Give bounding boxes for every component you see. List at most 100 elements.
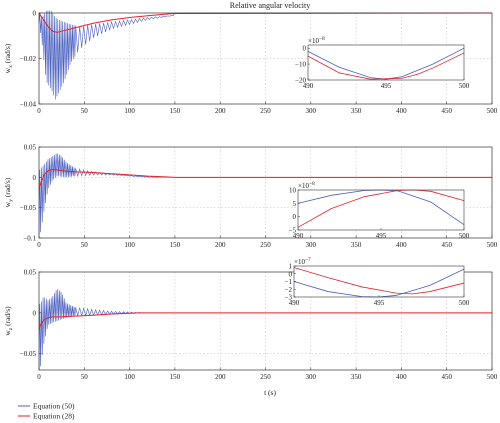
y-tick-label: 0 [33,309,37,317]
x-tick-label: 500 [487,107,498,115]
x-tick-label: 100 [124,373,135,381]
inset-y-tick-label: 0 [289,270,293,278]
x-tick-label: 500 [487,373,498,381]
series-line-eq50 [38,10,492,100]
inset-exponent-label: ×10−7 [294,257,311,266]
x-tick-label: 100 [124,107,135,115]
x-tick-label: 150 [170,241,181,249]
inset-y-tick-label: 5 [293,200,297,208]
inset-exponent-base: ×10 [298,182,309,190]
inset-wx: 490 495 500 0 −10 −20 ×10−8 [295,36,470,90]
x-tick-label: 500 [487,241,498,249]
inset-background [298,190,464,230]
x-tick-label: 50 [81,107,89,115]
inset-y-tick-label: −5 [289,227,297,235]
x-tick-label: 200 [215,107,226,115]
x-tick-label: 0 [37,241,41,249]
x-tick-label: 50 [81,241,89,249]
inset-background [294,266,464,297]
inset-series-line-eq28 [293,267,465,295]
y-axis-label-subscript: z [8,327,14,330]
legend-label: Equation (28) [33,412,75,421]
inset-y-tick-label: −2 [285,286,293,294]
inset-x-tick-label: 495 [376,232,387,240]
inset-y-tick-label: −1 [285,278,293,286]
y-tick-label: −0.1 [23,235,36,243]
x-axis-label: t (s) [264,388,276,397]
inset-x-tick-label: 490 [289,299,300,307]
inset-background [308,45,464,80]
y-tick-label: 0.05 [24,269,37,277]
y-axis-label: wz (rad/s) [3,306,14,336]
series-line-eq28 [38,312,492,330]
panel-wy: 0 50 100 150 200 250 300 350 400 450 5000.050−0.05… [3,144,498,250]
x-tick-label: 450 [441,107,452,115]
y-axis-label-unit: (rad/s) [3,306,12,328]
x-tick-label: 400 [396,107,407,115]
x-tick-label: 250 [260,241,271,249]
inset-exponent-base: ×10 [308,37,319,45]
x-tick-label: 250 [260,373,271,381]
x-tick-label: 300 [306,241,317,249]
inset-exponent-base: ×10 [294,258,305,266]
y-axis-label-symbol: w [3,67,12,73]
series-line-eq50 [38,153,492,235]
y-axis-label-symbol: w [3,330,12,336]
inset-y-tick-label: 10 [289,187,297,195]
x-tick-label: 350 [351,241,362,249]
inset-y-tick-label: −3 [285,294,293,302]
y-tick-label: 0.05 [24,144,37,152]
inset-series-line-eq28 [297,189,465,228]
x-tick-label: 100 [124,241,135,249]
chart-title: Relative angular velocity [230,1,310,10]
x-tick-label: 50 [81,373,89,381]
x-tick-label: 350 [351,373,362,381]
inset-exponent-power: −8 [309,181,315,187]
inset-x-tick-label: 490 [293,232,304,240]
y-axis-label-subscript: x [8,65,14,68]
x-tick-label: 300 [306,107,317,115]
inset-y-tick-label: −20 [295,77,306,85]
y-tick-label: −0.04 [20,101,37,109]
y-tick-label: 0 [33,174,37,182]
legend: Equation (50)Equation (28) [18,402,75,421]
inset-x-tick-label: 500 [459,82,470,90]
x-tick-label: 0 [37,107,41,115]
x-tick-label: 200 [215,241,226,249]
x-tick-label: 200 [215,373,226,381]
y-axis-label: wy (rad/s) [3,177,14,207]
y-axis-label-symbol: w [3,201,12,207]
y-axis-label: wx (rad/s) [3,43,14,73]
inset-wy: 490 495 500 10 5 0 −5 ×10−8 [289,181,470,240]
inset-series-line-eq28 [307,52,465,80]
inset-exponent-label: ×10−8 [308,36,325,45]
x-tick-label: 350 [351,107,362,115]
inset-wz: 490 495 500 10−1−2−3 ×10−7 [285,257,470,307]
inset-x-tick-label: 500 [459,232,470,240]
y-axis-label-unit: (rad/s) [3,177,12,199]
series-line-eq28 [38,12,493,33]
inset-y-tick-label: 1 [289,263,293,271]
x-tick-label: 150 [170,107,181,115]
panel-wx: 0 50 100 150 200 250 300 350 400 450 500 0 −0.02 −0.0… [3,10,498,116]
inset-y-tick-label: 0 [303,45,307,53]
x-tick-label: 450 [441,373,452,381]
y-tick-label: −0.02 [20,55,37,63]
x-tick-label: 0 [37,373,41,381]
x-tick-label: 400 [396,241,407,249]
inset-exponent-label: ×10−8 [298,181,315,190]
inset-x-tick-label: 490 [303,82,314,90]
x-tick-label: 300 [306,373,317,381]
y-tick-label: 0 [33,10,37,18]
y-axis-label-unit: (rad/s) [3,43,12,65]
y-tick-label: −0.05 [20,350,37,358]
x-tick-label: 250 [260,107,271,115]
inset-x-tick-label: 500 [459,299,470,307]
y-tick-label: −0.05 [20,204,37,212]
x-tick-label: 400 [396,373,407,381]
inset-x-tick-label: 495 [374,299,385,307]
panels: 0 50 100 150 200 250 300 350 400 450 5000−0.02−0.0… [3,10,498,382]
x-tick-label: 150 [170,373,181,381]
inset-exponent-power: −8 [319,36,325,42]
